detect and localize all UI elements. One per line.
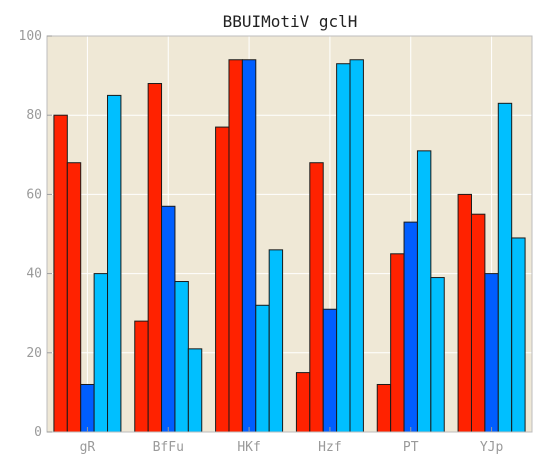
x-tick-label: BfFu bbox=[153, 440, 184, 455]
plot-background bbox=[47, 36, 532, 432]
bar bbox=[187, 348, 203, 433]
bar bbox=[268, 249, 284, 433]
bar bbox=[53, 114, 68, 433]
bar bbox=[107, 94, 122, 433]
bar bbox=[403, 221, 418, 433]
x-tick-label: Hzf bbox=[318, 440, 341, 455]
bar bbox=[457, 193, 472, 433]
bar bbox=[255, 304, 270, 433]
x-tick-label: PT bbox=[403, 440, 419, 455]
bar bbox=[241, 59, 257, 433]
bar bbox=[134, 320, 149, 433]
x-tick-label: gR bbox=[80, 440, 96, 455]
y-tick-label: 40 bbox=[26, 267, 42, 282]
bar bbox=[93, 273, 109, 433]
bar bbox=[80, 383, 95, 433]
x-tick-label: HKf bbox=[237, 440, 260, 455]
bars bbox=[53, 59, 526, 433]
bar bbox=[147, 83, 163, 433]
bar bbox=[390, 253, 405, 433]
bar bbox=[322, 308, 338, 433]
y-tick-label: 60 bbox=[26, 187, 42, 202]
y-tick-label: 0 bbox=[34, 425, 42, 440]
bar bbox=[161, 205, 176, 433]
bar bbox=[309, 162, 324, 433]
bar bbox=[430, 277, 445, 433]
bar bbox=[416, 150, 432, 433]
bar bbox=[174, 281, 189, 433]
bar bbox=[215, 126, 230, 433]
y-tick-label: 100 bbox=[19, 29, 42, 44]
bar bbox=[497, 102, 513, 433]
x-tick-label: YJp bbox=[480, 440, 504, 455]
bar bbox=[66, 162, 82, 433]
bar bbox=[376, 383, 392, 433]
bar bbox=[295, 372, 311, 433]
axis-ticks: 0 20 40 60 80 100 gR BfFu HKf Hzf PT YJp bbox=[19, 29, 504, 455]
plot-frame bbox=[46, 35, 533, 433]
bar bbox=[511, 237, 526, 433]
bar bbox=[470, 213, 486, 433]
y-tick-label: 20 bbox=[26, 346, 42, 361]
y-tick-label: 80 bbox=[26, 108, 42, 123]
bar bbox=[349, 59, 364, 433]
bar bbox=[336, 63, 351, 433]
bar bbox=[228, 59, 243, 433]
chart-title: BBUIMotiV gclH bbox=[223, 12, 358, 31]
bar bbox=[484, 273, 499, 433]
